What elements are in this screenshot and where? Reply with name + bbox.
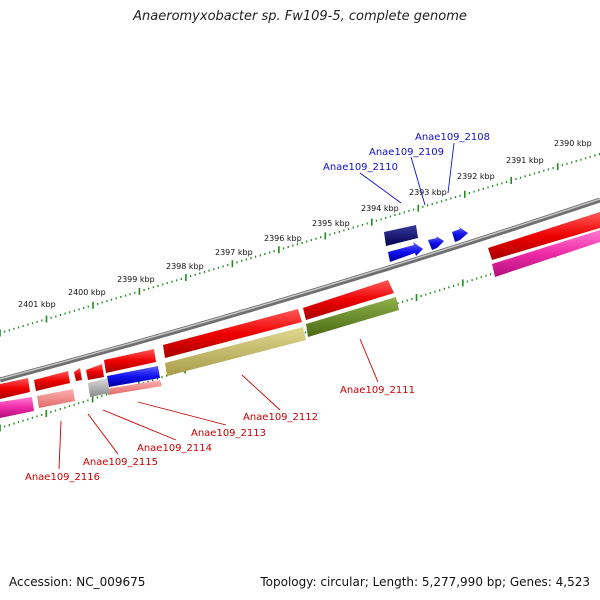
scale-label-2401: 2401 kbp (18, 300, 56, 309)
label-anae109-2108[interactable]: Anae109_2108 (415, 132, 490, 143)
gene-arrow-right-top (488, 212, 600, 260)
gene-arrow-anae109-2109[interactable] (428, 236, 444, 250)
gene-arrow-anae109-2114-blue[interactable] (107, 366, 160, 387)
gene-arrow-left-red (0, 378, 30, 399)
leader-anae109-2111 (359, 338, 379, 383)
label-anae109-2112[interactable]: Anae109_2112 (243, 412, 318, 423)
genome-backbone (0, 197, 600, 383)
scale-label-2396: 2396 kbp (264, 234, 302, 243)
gene-arrow-anae109-2112-red[interactable] (163, 309, 302, 358)
gene-arrow-anae109-2111[interactable] (306, 297, 399, 337)
label-anae109-2115[interactable]: Anae109_2115 (83, 457, 158, 468)
leader-anae109-2112 (241, 374, 281, 411)
label-anae109-2113[interactable]: Anae109_2113 (191, 428, 266, 439)
gene-arrow-anae109-2113[interactable] (104, 349, 156, 373)
label-anae109-2114[interactable]: Anae109_2114 (137, 443, 212, 454)
gene-arrow-anae109-2115[interactable] (88, 378, 110, 397)
gene-arrow-small-red-1 (86, 364, 104, 380)
genome-backbone-highlight (0, 198, 600, 380)
leader-anae109-2115 (87, 413, 119, 455)
gene-arrow-right-pink (492, 230, 600, 277)
scale-label-2400: 2400 kbp (68, 288, 106, 297)
scale-label-2398: 2398 kbp (166, 262, 204, 271)
gene-arrow-anae109-2116-red[interactable] (34, 371, 70, 391)
gene-arrow-anae109-2114[interactable] (106, 380, 162, 395)
reverse-strand-genes (0, 280, 399, 418)
scale-label-2392: 2392 kbp (457, 172, 495, 181)
label-anae109-2111[interactable]: Anae109_2111 (340, 385, 415, 396)
leader-anae109-2110 (359, 172, 402, 204)
gene-arrow-anae109-2111-red[interactable] (303, 280, 394, 320)
scale-labels: 2390 kbp 2391 kbp 2392 kbp 2393 kbp 2394… (18, 139, 592, 309)
gene-arrow-left-pink (0, 397, 34, 418)
label-anae109-2116[interactable]: Anae109_2116 (25, 472, 100, 483)
leader-anae109-2108 (447, 142, 455, 194)
scale-label-2390: 2390 kbp (554, 139, 592, 148)
scale-label-2395: 2395 kbp (312, 219, 350, 228)
scale-label-2391: 2391 kbp (506, 156, 544, 165)
gene-arrow-anae109-2116[interactable] (37, 389, 75, 408)
outer-scale-ticks (0, 153, 600, 337)
label-leader-lines (58, 142, 455, 470)
forward-strand-genes (384, 212, 600, 277)
leader-anae109-2116 (58, 420, 62, 470)
scale-label-2394: 2394 kbp (361, 204, 399, 213)
accession-text: Accession: NC_009675 (9, 575, 146, 589)
label-anae109-2110[interactable]: Anae109_2110 (323, 162, 398, 173)
gene-arrow-anae109-2110[interactable] (388, 242, 423, 262)
gene-arrow-anae109-2110-top[interactable] (384, 225, 418, 246)
gene-arrow-anae109-2112[interactable] (165, 327, 306, 376)
leader-anae109-2109 (410, 156, 426, 206)
gene-arrow-anae109-2108[interactable] (452, 227, 468, 242)
scale-label-2399: 2399 kbp (117, 275, 155, 284)
map-title: Anaeromyxobacter sp. Fw109-5, complete g… (133, 9, 467, 24)
topology-text: Topology: circular; Length: 5,277,990 bp… (260, 575, 590, 589)
leader-anae109-2114 (102, 409, 177, 441)
scale-label-2393: 2393 kbp (409, 188, 447, 197)
label-anae109-2109[interactable]: Anae109_2109 (369, 147, 444, 158)
gene-arrow-small-red-2 (74, 368, 82, 381)
leader-anae109-2113 (137, 401, 227, 426)
scale-label-2397: 2397 kbp (215, 248, 253, 257)
gene-labels: Anae109_2108 Anae109_2109 Anae109_2110 A… (25, 132, 490, 483)
